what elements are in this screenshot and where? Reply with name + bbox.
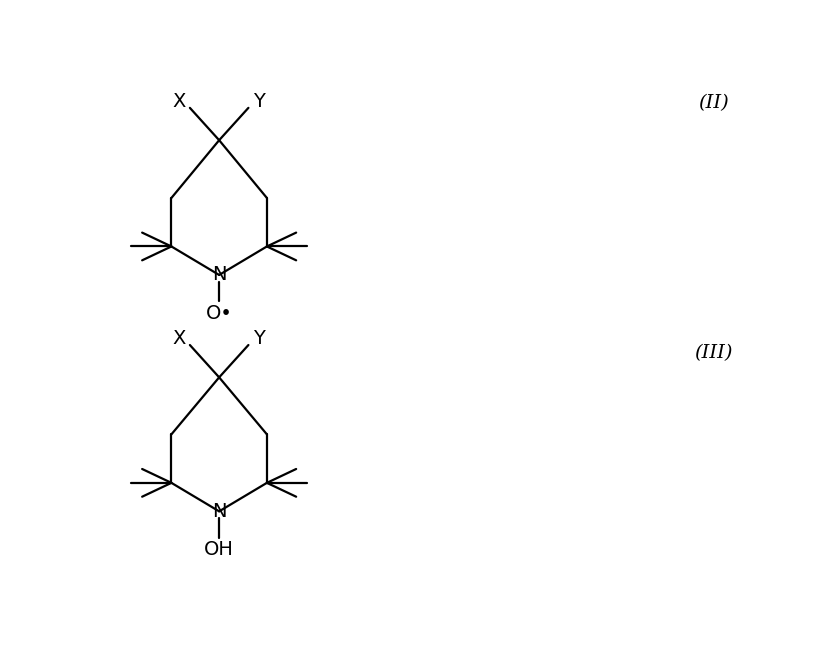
Text: X: X (172, 92, 186, 111)
Text: N: N (212, 265, 226, 284)
Text: Y: Y (253, 329, 265, 348)
Text: (II): (II) (698, 94, 728, 112)
Text: O•: O• (205, 304, 233, 323)
Text: X: X (172, 329, 186, 348)
Text: Y: Y (253, 92, 265, 111)
Text: (III): (III) (695, 345, 733, 362)
Text: OH: OH (205, 540, 234, 559)
Text: N: N (212, 502, 226, 521)
